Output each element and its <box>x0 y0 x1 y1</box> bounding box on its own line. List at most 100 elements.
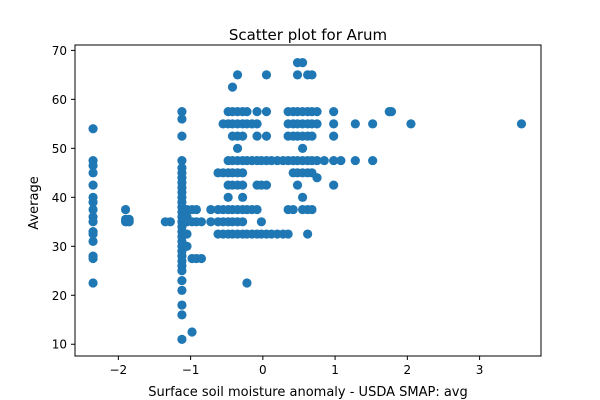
data-point <box>319 155 329 166</box>
data-point <box>261 131 272 141</box>
data-point <box>312 173 322 183</box>
data-point <box>88 278 98 288</box>
data-point <box>177 275 187 286</box>
x-tick-label: −1 <box>182 363 200 377</box>
data-point <box>292 70 303 80</box>
data-point <box>307 131 317 141</box>
data-point <box>350 119 360 129</box>
data-point <box>124 217 134 227</box>
x-tick-label: 1 <box>331 363 339 377</box>
data-point <box>227 82 238 92</box>
data-point <box>329 155 339 166</box>
plot-frame <box>74 44 542 357</box>
data-point <box>177 334 187 344</box>
data-points <box>88 58 527 344</box>
y-tick-label: 50 <box>52 142 67 156</box>
data-point <box>336 155 346 166</box>
data-point <box>177 285 187 295</box>
data-point <box>182 229 192 239</box>
data-point <box>297 192 308 202</box>
data-point <box>252 131 262 141</box>
data-point <box>242 107 252 117</box>
data-point <box>329 119 339 129</box>
y-tick-label: 70 <box>52 44 67 58</box>
data-point <box>329 180 339 190</box>
data-point <box>283 229 293 239</box>
y-axis-label: Average <box>27 176 42 229</box>
data-point <box>252 204 262 215</box>
data-point <box>261 180 272 190</box>
data-point <box>177 310 187 320</box>
data-point <box>177 300 187 310</box>
data-point <box>177 131 187 141</box>
data-point <box>165 217 175 227</box>
data-point <box>88 229 98 239</box>
data-point <box>177 155 187 166</box>
x-axis-ticks: −2 −1 0 1 2 3 <box>109 356 483 377</box>
data-point <box>312 119 322 129</box>
x-tick-label: 2 <box>404 363 412 377</box>
data-point <box>232 143 243 153</box>
data-point <box>261 107 272 117</box>
data-point <box>88 124 98 134</box>
y-axis-ticks: 10 20 30 40 50 60 70 <box>52 44 75 352</box>
data-point <box>386 107 397 117</box>
data-point <box>206 204 216 215</box>
data-point <box>312 155 322 166</box>
data-point <box>238 217 248 227</box>
data-point <box>177 107 187 117</box>
data-point <box>88 217 98 227</box>
y-tick-label: 60 <box>52 93 67 107</box>
data-point <box>88 160 98 171</box>
data-point <box>252 119 262 129</box>
data-point <box>303 229 313 239</box>
data-point <box>177 114 187 124</box>
data-point <box>242 278 252 288</box>
data-point <box>196 217 207 227</box>
y-tick-label: 20 <box>52 289 67 303</box>
data-point <box>187 327 197 337</box>
data-point <box>223 192 233 202</box>
data-point <box>196 253 207 264</box>
data-point <box>297 143 308 153</box>
data-point <box>88 180 98 190</box>
data-point <box>256 217 266 227</box>
data-point <box>297 58 308 68</box>
x-axis-label: Surface soil moisture anomaly - USDA SMA… <box>148 385 468 400</box>
data-point <box>88 236 98 246</box>
data-point <box>182 241 192 251</box>
data-point <box>307 204 317 215</box>
data-point <box>120 204 131 215</box>
y-tick-label: 30 <box>52 240 67 254</box>
chart-title: Scatter plot for Arum <box>229 26 387 44</box>
data-point <box>238 180 248 190</box>
data-point <box>516 119 527 129</box>
data-point <box>261 70 272 80</box>
data-point <box>329 131 339 141</box>
x-tick-label: 0 <box>259 363 267 377</box>
data-point <box>238 192 248 202</box>
data-point <box>292 180 303 190</box>
data-point <box>307 70 317 80</box>
data-point <box>350 155 360 166</box>
y-tick-label: 40 <box>52 191 67 205</box>
x-tick-label: 3 <box>476 363 484 377</box>
data-point <box>206 217 216 227</box>
data-point <box>232 70 243 80</box>
data-point <box>329 107 339 117</box>
data-point <box>368 119 378 129</box>
data-point <box>238 131 248 141</box>
data-point <box>88 197 98 207</box>
data-point <box>88 204 98 215</box>
data-point <box>191 204 201 215</box>
data-point <box>88 168 98 178</box>
data-point <box>252 107 262 117</box>
data-point <box>177 266 187 276</box>
data-point <box>406 119 416 129</box>
data-point <box>368 155 378 166</box>
data-point <box>238 168 248 178</box>
x-tick-label: −2 <box>109 363 127 377</box>
data-point <box>312 107 322 117</box>
data-point <box>88 253 98 264</box>
